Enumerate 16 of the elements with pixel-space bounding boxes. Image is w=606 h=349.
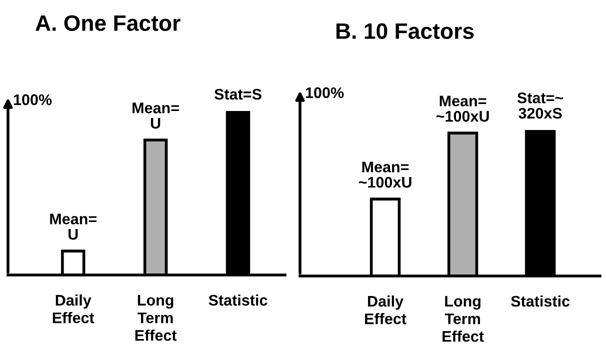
annotation: Stat=~ 320xS [517,92,564,119]
chart-title: A. One Factor [36,15,180,31]
y-axis-title: 100% [14,94,52,106]
x-tick-label: Statistic [511,295,570,307]
annotation: Stat=S [214,88,262,100]
chart-title: B. 10 Factors [336,23,474,39]
annotation: Mean= ~100xU [358,162,412,188]
annotation: Mean= ~100xU [436,96,489,122]
annotation: Mean= U [50,214,96,240]
x-tick-label: Statistic [208,294,268,306]
x-tick-label: Long Term Effect [442,296,484,342]
x-tick-label: Daily Effect [365,295,406,324]
x-tick-label: Long Term Effect [135,294,177,341]
y-axis-title: 100% [306,87,344,98]
x-tick-label: Daily Effect [52,294,94,324]
annotation: Mean= U [132,102,179,129]
